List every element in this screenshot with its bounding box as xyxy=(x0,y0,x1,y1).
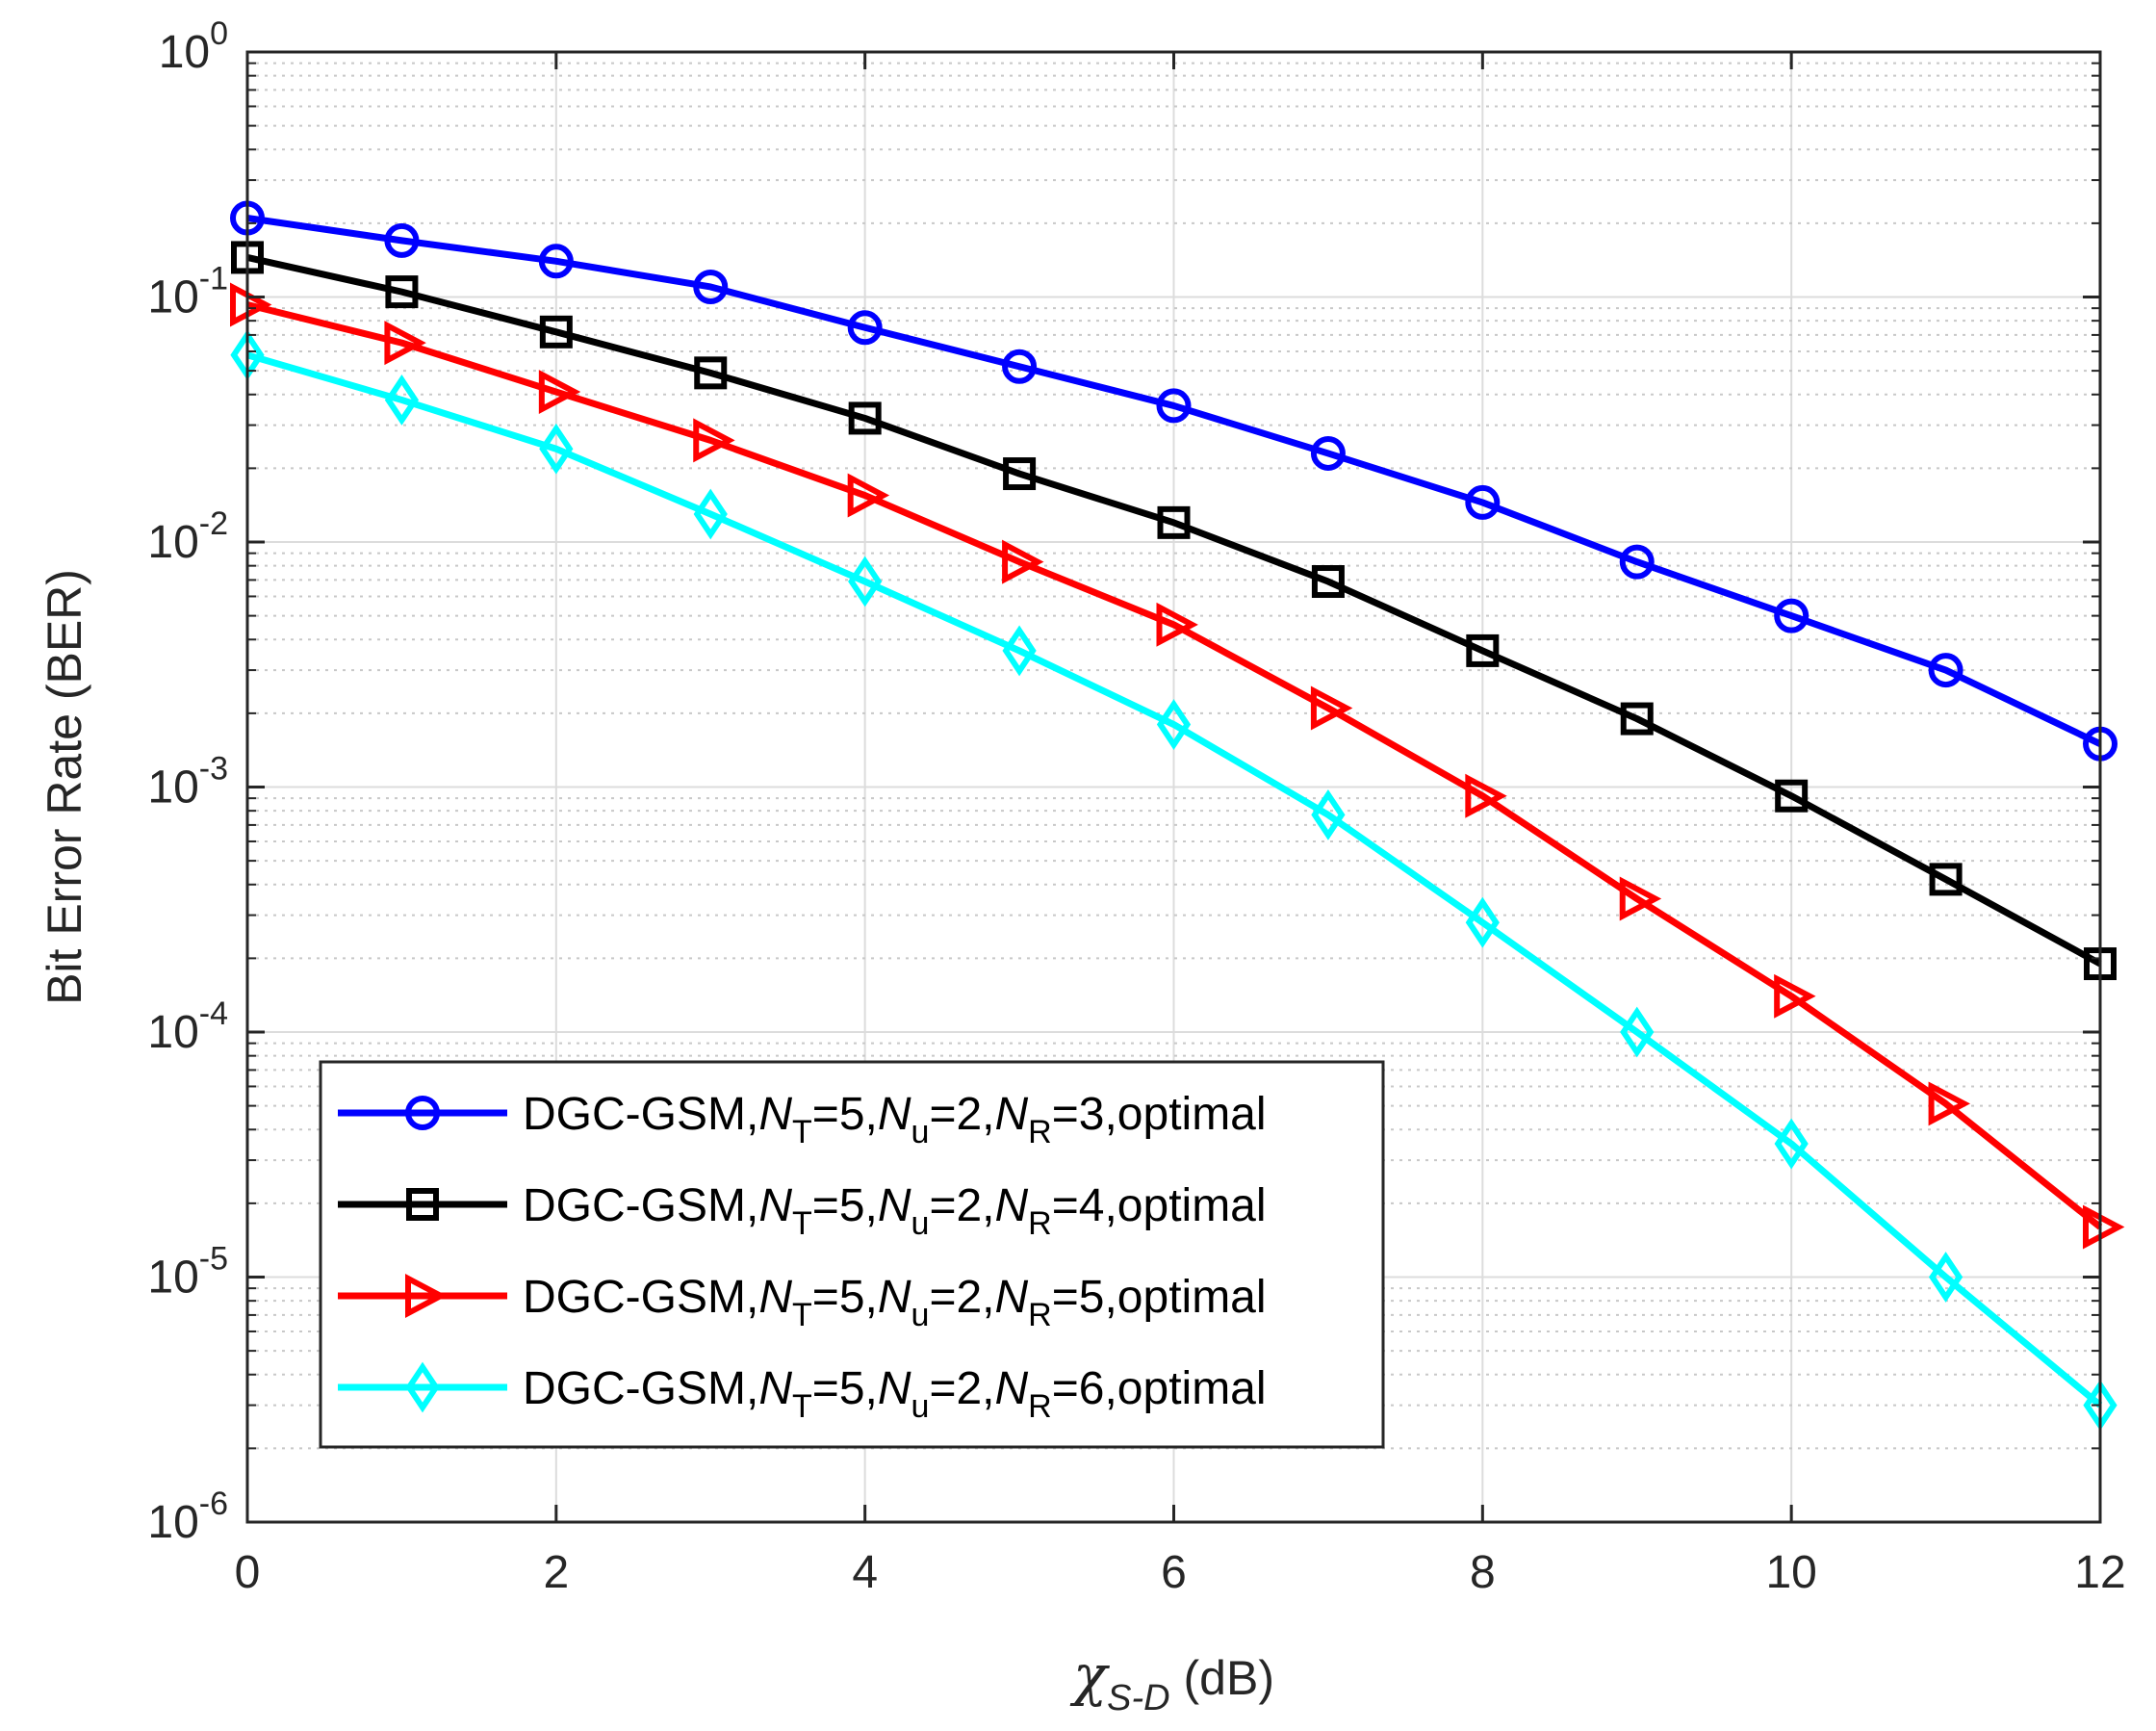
series-line xyxy=(246,351,2103,1408)
y-tick-label: 10-2 xyxy=(147,505,228,568)
data-point-triangle xyxy=(538,370,581,415)
data-point-square xyxy=(1620,702,1654,736)
data-point-diamond xyxy=(1928,1252,1964,1303)
data-point-diamond xyxy=(384,375,420,426)
data-point-square xyxy=(1775,779,1809,813)
data-point-diamond xyxy=(848,555,883,607)
data-point-diamond xyxy=(405,1361,440,1413)
data-point-triangle xyxy=(384,321,426,366)
x-tick-label: 0 xyxy=(235,1547,261,1598)
x-tick-label: 8 xyxy=(1470,1547,1496,1598)
data-point-triangle xyxy=(1774,973,1816,1019)
legend-label: DGC-GSM,NT=5,Nu=2,NR=3,optimal xyxy=(523,1089,1267,1150)
data-point-diamond xyxy=(1620,1006,1655,1058)
y-tick-label: 10-5 xyxy=(147,1241,228,1304)
data-point-triangle xyxy=(1156,602,1198,647)
legend-label: DGC-GSM,NT=5,Nu=2,NR=4,optimal xyxy=(523,1180,1267,1242)
data-point-diamond xyxy=(1002,625,1037,677)
legend-box xyxy=(319,1060,1385,1449)
data-point-circle xyxy=(1156,388,1192,424)
series-line xyxy=(246,215,2102,747)
data-point-triangle xyxy=(1465,773,1507,818)
data-point-triangle xyxy=(1928,1081,1970,1126)
data-point-square xyxy=(1311,565,1345,599)
data-point-diamond xyxy=(1156,699,1192,750)
data-point-circle xyxy=(538,244,574,279)
legend-entry: DGC-GSM,NT=5,Nu=2,NR=4,optimal xyxy=(338,1180,1267,1242)
data-point-circle xyxy=(384,222,420,258)
series-line xyxy=(246,301,2103,1230)
data-point-square xyxy=(406,1188,439,1221)
data-point-circle xyxy=(1310,435,1346,471)
data-point-square xyxy=(385,275,419,309)
data-point-diamond xyxy=(539,423,574,475)
x-tick-label: 4 xyxy=(852,1547,878,1598)
data-point-square xyxy=(1157,505,1191,539)
data-point-circle xyxy=(1619,544,1655,580)
data-point-triangle xyxy=(405,1274,448,1318)
data-point-circle xyxy=(1465,484,1501,520)
data-point-circle xyxy=(847,310,883,346)
y-tick-label: 10-4 xyxy=(147,995,228,1058)
y-tick-label: 100 xyxy=(159,15,228,78)
data-point-circle xyxy=(693,269,729,304)
x-axis-label: χS-D (dB) xyxy=(1069,1642,1274,1718)
legend-entry: DGC-GSM,NT=5,Nu=2,NR=5,optimal xyxy=(338,1272,1267,1333)
x-tick-label: 12 xyxy=(2074,1547,2125,1598)
data-point-circle xyxy=(1774,598,1810,633)
legend-label: DGC-GSM,NT=5,Nu=2,NR=6,optimal xyxy=(523,1363,1267,1425)
data-point-circle xyxy=(405,1096,440,1130)
data-point-triangle xyxy=(1619,876,1662,921)
legend-label: DGC-GSM,NT=5,Nu=2,NR=5,optimal xyxy=(523,1272,1267,1333)
y-tick-label: 10-1 xyxy=(147,261,228,323)
data-point-square xyxy=(848,401,882,435)
data-point-square xyxy=(1929,863,1963,896)
series-line xyxy=(246,254,2102,968)
data-point-triangle xyxy=(2083,1204,2125,1250)
data-point-diamond xyxy=(1311,788,1346,840)
series-4 xyxy=(230,329,2118,1431)
x-tick-label: 6 xyxy=(1161,1547,1187,1598)
data-point-square xyxy=(1466,633,1500,667)
legend-entry: DGC-GSM,NT=5,Nu=2,NR=6,optimal xyxy=(338,1361,1267,1425)
data-point-square xyxy=(1003,457,1037,491)
x-tick-label: 10 xyxy=(1765,1547,1816,1598)
y-axis-label: Bit Error Rate (BER) xyxy=(38,569,91,1005)
x-tick-label: 2 xyxy=(543,1547,569,1598)
data-point-square xyxy=(694,356,728,390)
data-point-triangle xyxy=(847,473,890,518)
legend-entry: DGC-GSM,NT=5,Nu=2,NR=3,optimal xyxy=(338,1089,1267,1150)
data-point-diamond xyxy=(693,488,728,540)
series-3 xyxy=(230,282,2125,1250)
data-point-diamond xyxy=(1465,896,1500,948)
y-tick-label: 10-3 xyxy=(147,751,228,814)
data-point-triangle xyxy=(1002,539,1044,584)
data-point-triangle xyxy=(693,418,735,463)
data-point-circle xyxy=(1002,349,1038,384)
data-point-square xyxy=(539,315,573,349)
data-point-diamond xyxy=(1774,1118,1809,1170)
data-point-circle xyxy=(1928,653,1964,688)
data-point-triangle xyxy=(1310,685,1353,731)
y-tick-label: 10-6 xyxy=(147,1486,228,1548)
